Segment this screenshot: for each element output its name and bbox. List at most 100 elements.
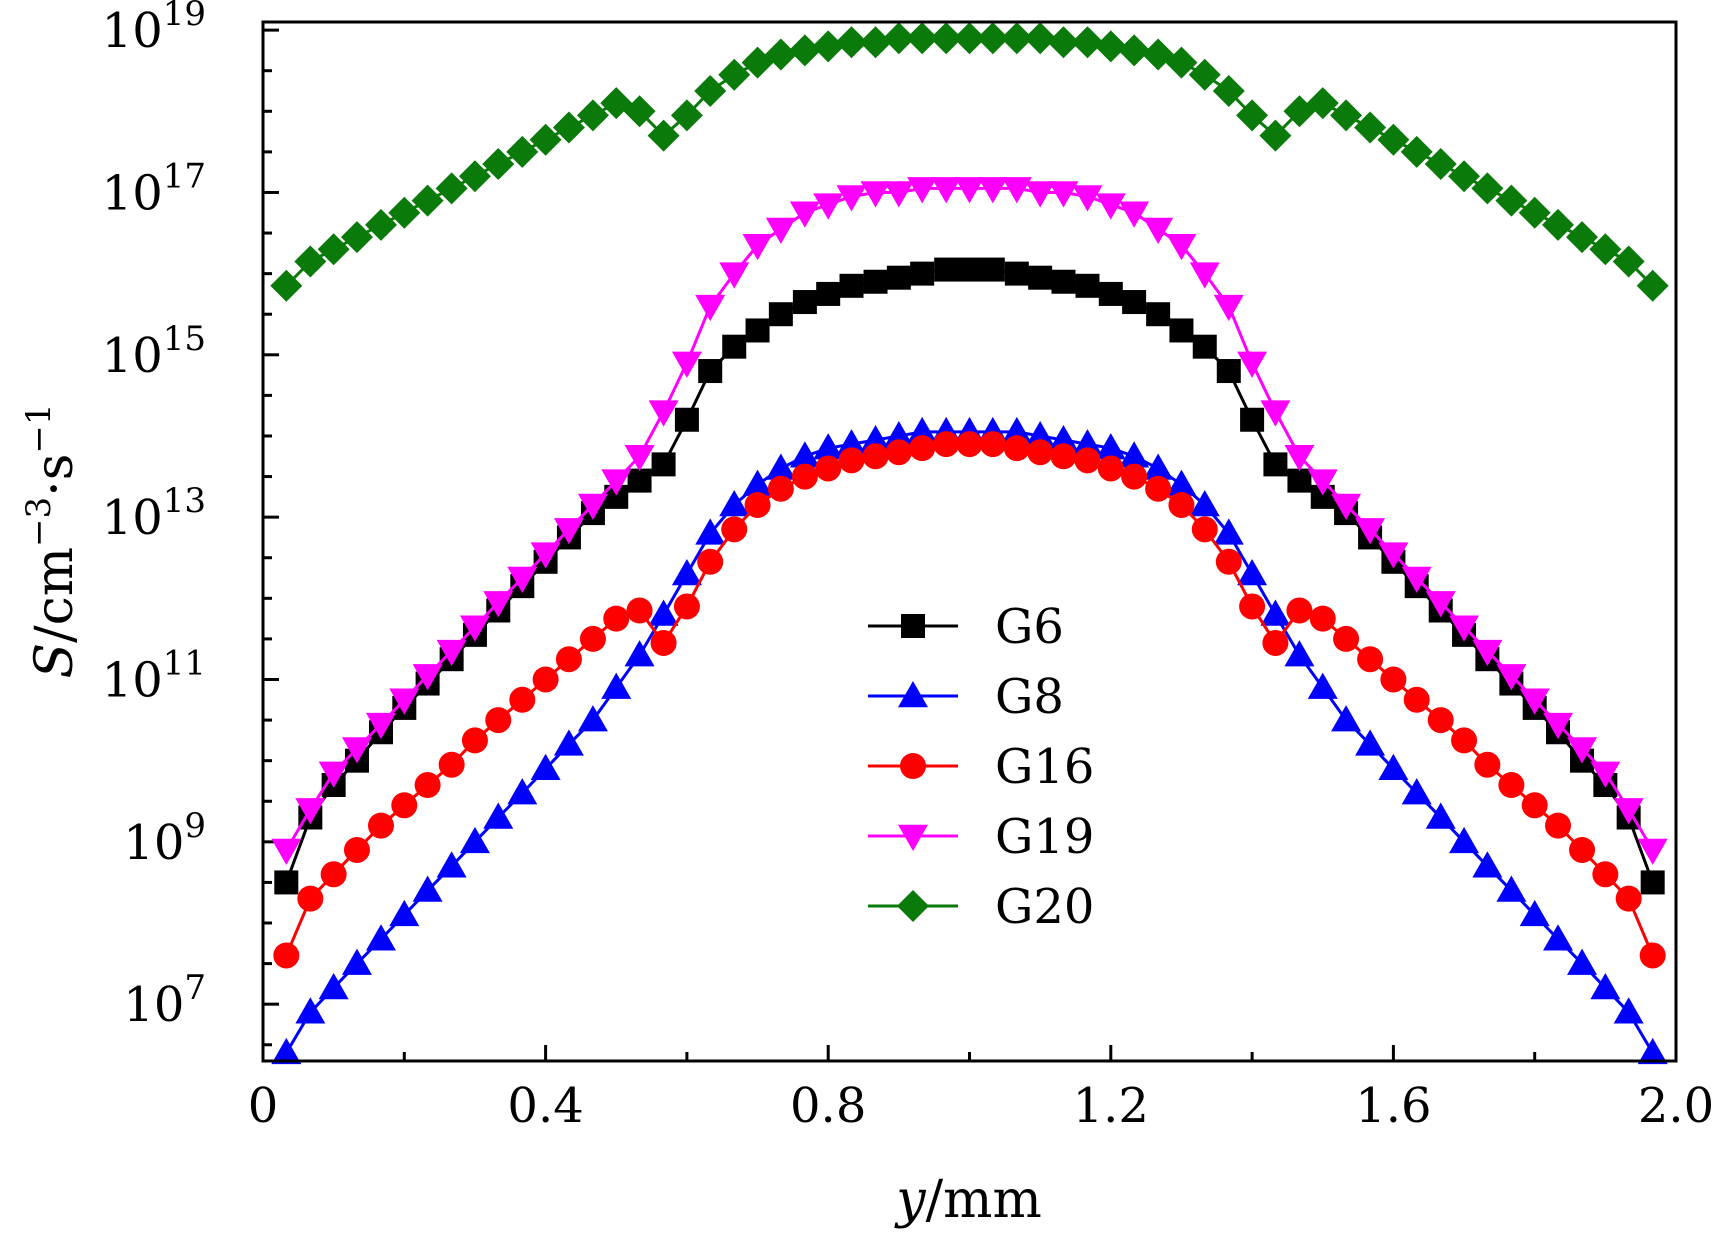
point-G19 [1048,181,1079,208]
point-G19 [671,351,702,378]
point-G16 [885,439,912,466]
point-G20 [1118,34,1151,67]
y-axis-title-unit: /cm [25,547,85,643]
point-G19 [459,615,490,642]
point-G8 [883,420,914,448]
point-G16 [1521,792,1548,819]
point-G16 [438,751,465,778]
point-G20 [1330,99,1363,132]
series-group [270,22,1669,1065]
point-G8 [1543,924,1574,951]
point-G8 [365,924,396,951]
point-G8 [295,997,326,1024]
x-axis-title: y/mm [894,1170,1042,1230]
point-G20 [1612,245,1645,278]
point-G20 [364,208,397,241]
point-G8 [1166,469,1197,496]
point-G19 [1095,193,1126,220]
x-tick-label: 1.2 [1073,1078,1149,1134]
point-G20 [1071,26,1104,59]
series-G20 [270,22,1669,302]
point-G6 [1640,870,1665,895]
point-G20 [906,22,939,55]
legend-marker [901,614,925,638]
point-G20 [788,34,821,67]
point-G16 [1286,597,1313,624]
point-G20 [1259,119,1292,152]
point-G20 [1236,99,1269,132]
point-G20 [1094,30,1127,63]
point-G8 [1237,558,1268,586]
point-G19 [1543,712,1574,740]
y-tick-label: 1017 [102,156,206,221]
y-tick-base: 10 [102,3,163,59]
point-G8 [1472,851,1503,878]
point-G20 [435,172,468,205]
point-G16 [650,629,677,656]
point-G16 [767,475,794,502]
point-G19 [624,445,655,472]
point-G16 [367,812,394,839]
point-G19 [860,181,891,208]
point-G16 [1050,443,1077,470]
legend-item-G6: G6 [868,599,1064,655]
point-G19 [1189,262,1220,289]
point-G16 [579,625,606,652]
point-G20 [1566,221,1599,254]
point-G8 [1613,997,1644,1024]
point-G16 [1592,861,1619,888]
point-G6 [627,468,652,493]
x-axis-title-var: y [894,1170,926,1230]
point-G19 [789,201,820,228]
point-G20 [882,22,915,55]
point-G19 [318,761,349,788]
point-G20 [1024,22,1057,55]
legend-label: G19 [995,809,1094,865]
y-axis-title: S/cm−3·s−1 [19,403,85,678]
point-G16 [862,443,889,470]
legend-item-G19: G19 [868,809,1094,865]
point-G20 [1212,74,1245,107]
series-G8 [271,416,1668,1065]
point-G19 [601,469,632,496]
point-G19 [436,639,467,667]
legend-label: G8 [995,669,1064,725]
point-G19 [1355,518,1386,545]
point-G20 [694,74,727,107]
x-tick-label: 2.0 [1638,1078,1714,1134]
point-G8 [1401,778,1432,805]
point-G19 [836,185,867,212]
point-G19 [695,294,726,322]
point-G16 [343,836,370,863]
point-G8 [389,899,420,927]
point-G6 [792,290,817,315]
point-G16 [626,597,653,624]
point-G16 [461,727,488,754]
y-tick-exponent: 11 [163,643,206,683]
point-G16 [721,516,748,543]
point-G16 [485,707,512,734]
point-G19 [1449,615,1480,642]
series-G16 [273,431,1666,969]
point-G20 [388,196,421,229]
point-G19 [1425,591,1456,618]
point-G20 [718,58,751,91]
point-G16 [1074,447,1101,474]
point-G16 [1215,548,1242,575]
point-G16 [697,548,724,575]
point-G16 [1333,625,1360,652]
point-G8 [1025,420,1056,448]
point-G6 [1263,452,1288,477]
point-G20 [812,30,845,63]
y-axis-title-exp1: −3 [19,497,59,547]
series-line-G16 [284,442,1655,957]
point-G16 [1427,707,1454,734]
point-G6 [1004,261,1029,286]
y-tick-label: 107 [123,968,206,1033]
point-G6 [910,261,935,286]
point-G16 [1168,491,1195,518]
point-G16 [509,686,536,713]
point-G8 [1378,753,1409,781]
point-G19 [577,493,608,520]
x-tick-labels: 0 0.4 0.8 1.2 1.6 2.0 [248,1078,1714,1134]
